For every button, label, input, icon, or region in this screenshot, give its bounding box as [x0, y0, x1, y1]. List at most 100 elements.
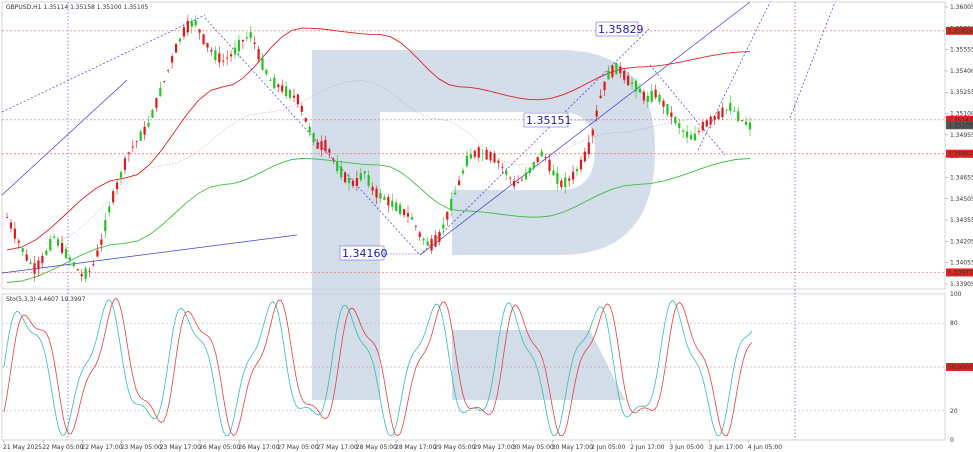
price-tick-label: 1.34655 — [950, 174, 973, 181]
candle — [206, 42, 209, 53]
candle-body — [619, 66, 622, 74]
candle — [296, 93, 300, 109]
candle — [265, 68, 268, 76]
candle — [709, 114, 712, 129]
candle-body — [296, 94, 300, 105]
candle-body — [269, 79, 272, 81]
candle-body — [516, 181, 520, 183]
candle — [214, 46, 217, 64]
candle-body — [552, 170, 555, 176]
candle-body — [135, 141, 138, 143]
candle-body — [744, 121, 748, 125]
candle — [33, 255, 36, 282]
candle-body — [25, 254, 28, 261]
candle-body — [705, 120, 708, 127]
osc-tick-label: 100 — [950, 291, 962, 298]
candle-body — [210, 50, 213, 52]
candle — [721, 103, 724, 120]
candle — [253, 35, 256, 50]
candle — [627, 71, 630, 86]
time-tick-label: 2 Jun 17:00 — [630, 444, 664, 451]
candle-body — [194, 20, 197, 26]
annotation-high-box — [595, 21, 639, 37]
candle-body — [233, 47, 237, 55]
candle-body — [627, 75, 630, 86]
candle-body — [37, 260, 40, 270]
trendline-dotted-upper — [1, 14, 206, 113]
candle-body — [477, 147, 480, 158]
oscillator-info-label: Sto(5,3,3) 4.4607 19.3997 — [6, 296, 86, 303]
stochastic-signal-line — [3, 297, 753, 437]
candle-body — [84, 268, 87, 279]
candle-body — [587, 142, 590, 155]
price-tick-label: 1.34055 — [950, 260, 973, 267]
candle-body — [379, 192, 382, 199]
price-tick-label: 1.34505 — [950, 196, 973, 203]
candle-body — [163, 80, 166, 82]
price-tick-label: 1.35100 — [950, 111, 973, 118]
symbol-info-label: GBPUSD,H1 1.35114 1.35158 1.35100 1.3510… — [6, 4, 148, 11]
candle — [218, 46, 221, 68]
candle-body — [505, 170, 508, 175]
candle — [689, 130, 693, 140]
candle-body — [171, 56, 174, 63]
candle — [579, 156, 583, 173]
time-tick-label: 27 May 17:00 — [317, 444, 358, 451]
candle-body — [426, 241, 429, 246]
candle — [729, 95, 732, 115]
price-level-tag-label: 1.33977 — [948, 269, 973, 276]
candle-body — [343, 172, 347, 183]
candle — [332, 157, 335, 165]
candle-body — [226, 57, 229, 59]
candle — [194, 15, 197, 28]
candle — [748, 116, 752, 137]
candle-body — [556, 172, 559, 184]
candle-body — [257, 48, 260, 60]
candle-body — [127, 152, 130, 154]
candle-body — [548, 159, 551, 172]
candle — [347, 173, 351, 191]
time-tick-label: 26 May 05:00 — [199, 444, 240, 451]
candle-body — [603, 81, 606, 91]
candle — [446, 211, 449, 227]
trendline-dotted-rise — [697, 1, 771, 151]
candle-body — [725, 109, 728, 111]
candle — [237, 34, 241, 58]
candle-body — [418, 232, 421, 237]
candle-body — [9, 222, 13, 229]
candle-body — [520, 179, 524, 181]
candle-body — [60, 242, 64, 253]
candle-body — [591, 129, 594, 136]
candle — [650, 83, 653, 104]
trendline-left-channel — [1, 79, 128, 196]
candle — [399, 202, 402, 216]
candle — [701, 119, 704, 133]
candle — [442, 216, 445, 236]
time-tick-label: 4 Jun 05:00 — [748, 444, 782, 451]
candle-body — [131, 146, 134, 148]
candle — [532, 161, 535, 172]
time-tick-label: 23 May 05:00 — [121, 444, 162, 451]
candle-body — [674, 117, 677, 124]
candle — [430, 234, 433, 255]
candle — [112, 188, 115, 206]
candle — [540, 148, 543, 157]
candle — [29, 258, 32, 266]
candle-body — [532, 161, 535, 168]
price-level-tag — [946, 268, 973, 277]
annotation-mid: 1.35151 — [526, 114, 572, 127]
annotation-high: 1.35829 — [598, 23, 644, 36]
candle-body — [611, 65, 614, 77]
candle — [359, 167, 362, 183]
candle-body — [713, 115, 716, 120]
candle — [705, 118, 708, 128]
candle-body — [182, 27, 186, 37]
candle — [591, 127, 594, 144]
candle — [505, 167, 508, 181]
candle-body — [186, 20, 189, 33]
candle — [516, 175, 520, 184]
candle-body — [391, 200, 394, 207]
trendline-dotted-target — [789, 1, 836, 119]
candle-body — [64, 248, 68, 258]
candle — [414, 224, 417, 231]
